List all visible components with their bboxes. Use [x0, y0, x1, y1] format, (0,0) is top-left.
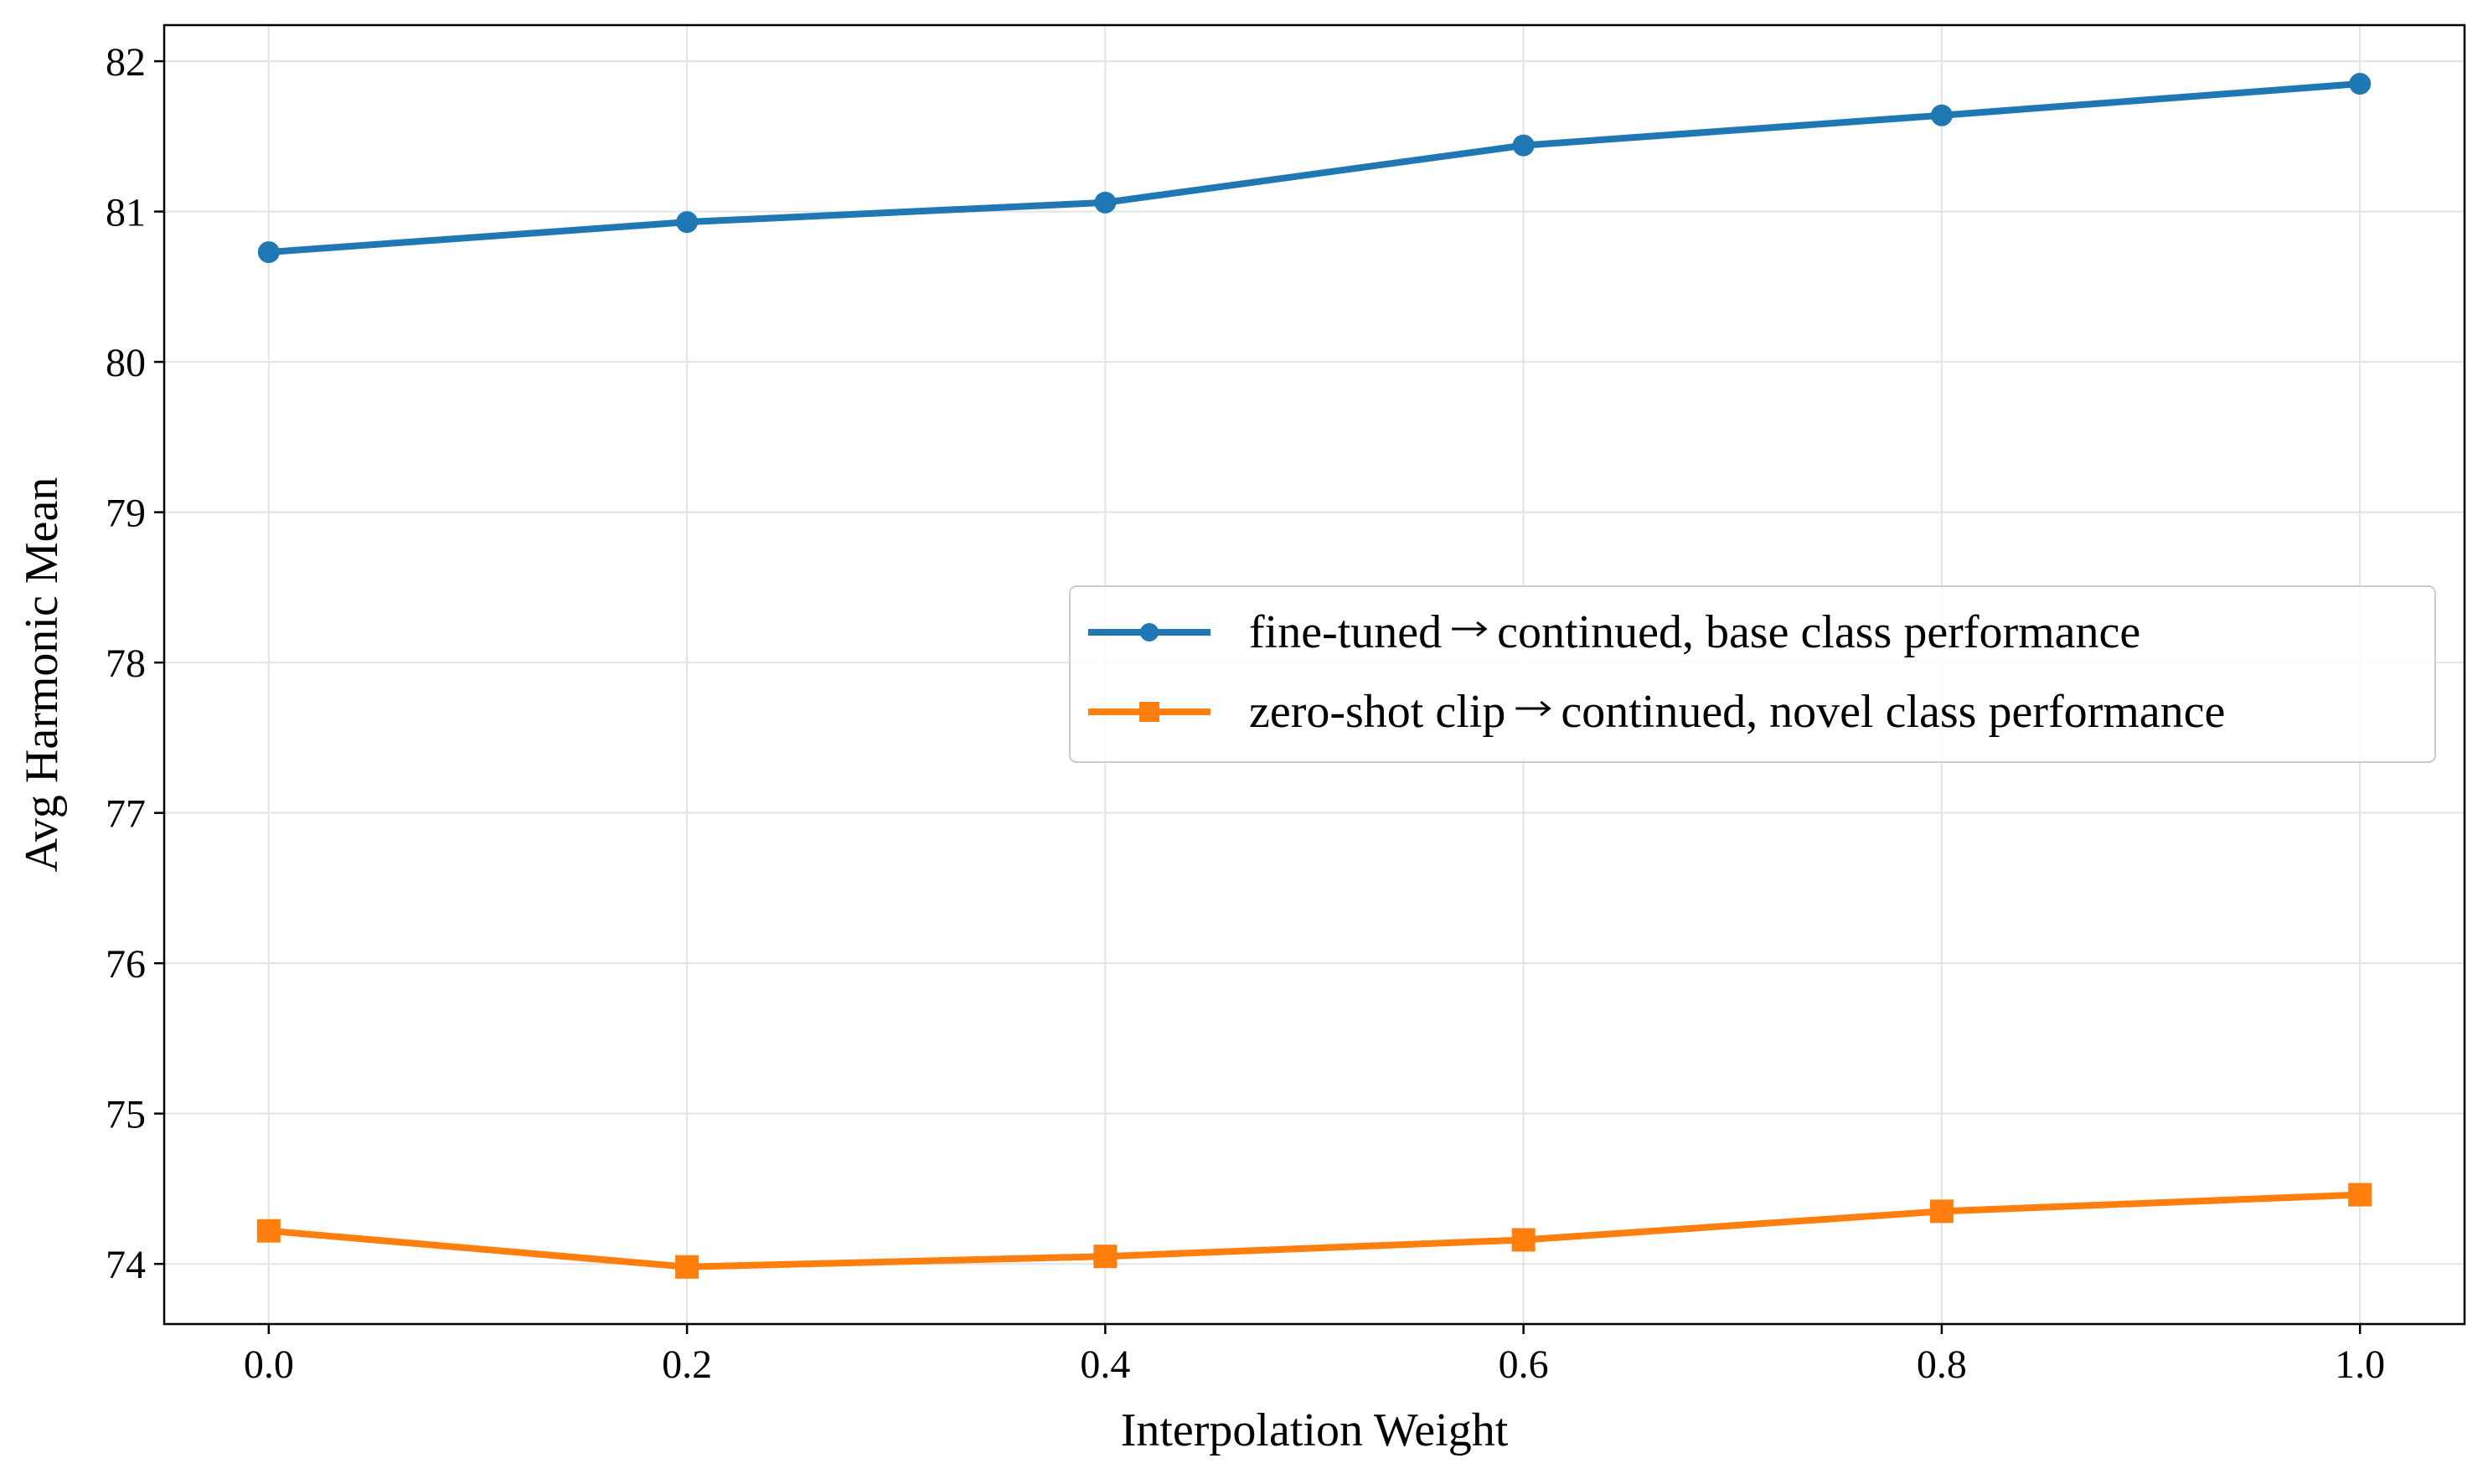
data-point: [256, 1219, 281, 1243]
data-point: [2349, 73, 2372, 95]
y-tick-label: 76: [106, 942, 146, 987]
arrow-head: [1540, 700, 1551, 717]
x-tick-label: 1.0: [2335, 1342, 2385, 1387]
legend-entry-novel: zero-shot clip continued, novel class pe…: [1088, 686, 2225, 738]
x-tick-label: 0.0: [244, 1342, 294, 1387]
y-axis-title: Avg Harmonic Mean: [16, 477, 68, 873]
arrow-icon: [1452, 621, 1488, 637]
data-point: [257, 241, 280, 264]
legend-label-base: fine-tuned: [1249, 606, 1442, 658]
data-point: [676, 211, 699, 234]
data-point: [1094, 191, 1117, 214]
legend-label-base-suffix: continued, base class performance: [1497, 606, 2140, 658]
x-tick-label: 0.6: [1499, 1342, 1549, 1387]
y-tick-label: 78: [106, 642, 146, 686]
axis-ticks: 0.0 0.2 0.4 0.6 0.8 1.0 74 75 76 77 78 79 80 81 82: [106, 40, 2385, 1387]
legend-label-novel: zero-shot clip: [1249, 686, 1505, 738]
x-tick-label: 0.8: [1917, 1342, 1967, 1387]
y-tick-label: 77: [106, 792, 146, 837]
y-tick-label: 82: [106, 40, 146, 85]
data-point: [2348, 1183, 2372, 1207]
legend-label-novel-suffix: continued, novel class performance: [1561, 686, 2225, 738]
x-axis-title: Interpolation Weight: [1121, 1404, 1509, 1456]
y-tick-label: 75: [106, 1093, 146, 1137]
data-point: [1929, 1199, 1954, 1224]
data-point: [1093, 1244, 1118, 1269]
arrow-icon: [1515, 700, 1551, 717]
data-point: [1930, 104, 1953, 126]
legend: fine-tuned continued, base class perform…: [1069, 585, 2436, 763]
series-line-base: [265, 80, 2364, 256]
y-tick-label: 80: [106, 341, 146, 385]
legend-label-novel-prefix: zero-shot clip: [1249, 686, 1505, 738]
series-line-novel: [265, 1191, 2364, 1270]
legend-circle-marker: [1140, 623, 1159, 642]
data-point: [675, 1255, 699, 1279]
arrow-head: [1476, 621, 1488, 637]
legend-square-marker: [1139, 702, 1159, 722]
series-layer: [256, 73, 2372, 1279]
legend-label-base-prefix: fine-tuned: [1249, 606, 1442, 658]
y-tick-label: 79: [106, 492, 146, 536]
data-point: [1512, 134, 1535, 157]
y-tick-label: 74: [106, 1243, 146, 1287]
y-tick-label: 81: [106, 191, 146, 235]
legend-entry-base: fine-tuned continued, base class perform…: [1088, 606, 2140, 658]
x-tick-label: 0.2: [662, 1342, 712, 1387]
data-point: [1511, 1228, 1536, 1252]
legend-box: [1069, 585, 2436, 763]
x-tick-label: 0.4: [1080, 1342, 1130, 1387]
plot-frame: [163, 23, 2466, 1326]
